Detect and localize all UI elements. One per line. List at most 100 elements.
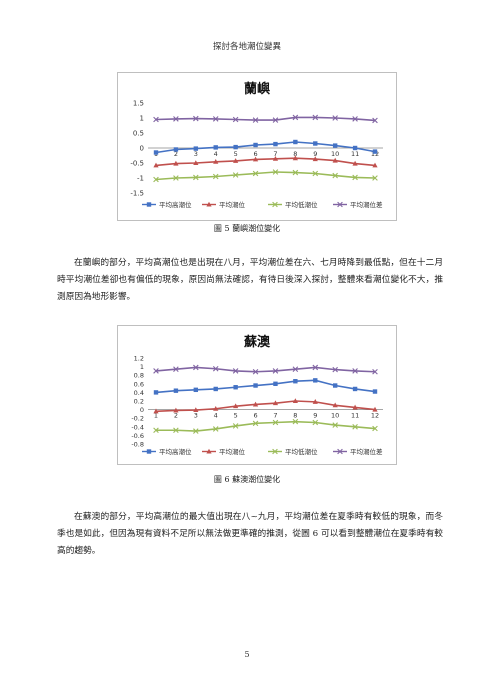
data-point [352,116,358,122]
data-point [153,162,159,168]
y-tick-label: 1 [140,115,144,123]
data-point [252,156,259,162]
legend-label: 平均高潮位 [159,200,192,209]
data-point [193,407,199,413]
x-tick-label: 9 [313,150,317,158]
data-point [173,366,179,372]
figure-5-caption: 圖 5 蘭嶼潮位變化 [213,224,281,233]
data-point [232,172,239,178]
data-point [312,170,319,177]
data-point [153,368,159,374]
data-point [233,144,238,150]
x-tick-label: 9 [313,412,317,420]
data-point [352,160,358,166]
data-point [173,427,179,434]
legend-label: 平均潮位差 [350,447,383,456]
y-tick-label: -0.6 [131,432,144,440]
data-point [332,402,338,408]
data-point [372,425,378,432]
x-tick-label: 2 [174,412,178,420]
data-point [332,383,338,388]
data-point [173,407,179,413]
series-line [155,157,376,167]
paragraph-lanyu-text: 在蘭嶼的部分，平均高潮位也是出現在八月，平均潮位差在六、七月時降到最低點，但在十… [57,258,443,302]
x-tick-label: 12 [371,412,379,420]
data-point [153,176,159,183]
series-3 [153,169,378,183]
x-tick-label: 3 [194,150,198,158]
data-point [173,388,179,393]
paragraph-suao-text: 在蘇澳的部分，平均高潮位的最大值出現在八~九月，平均潮位差在夏季時有較低的現象，… [57,512,443,556]
chart-title: 蘇澳 [243,334,271,350]
data-point [332,172,338,179]
data-point [352,404,358,410]
series-4 [153,364,378,375]
data-point [213,386,218,392]
data-point [273,141,278,147]
data-point [213,405,219,411]
chart-suao: 蘇澳 1.2 1 0.8 0.6 0.4 0.2 0 -0.2 -0.4 -0.6 -0.8 1 2 3 4 5… [117,325,397,465]
data-point [292,366,299,372]
chart-title: 蘭嶼 [244,81,270,97]
paragraph-lanyu: 在蘭嶼的部分，平均高潮位也是出現在八月，平均潮位差在六、七月時降到最低點，但在十… [57,255,443,306]
x-tick-label: 6 [253,412,257,420]
legend-item: 平均低潮位 [268,447,318,456]
series-line [155,116,376,122]
data-point [272,117,279,123]
x-tick-label: 6 [253,150,257,158]
data-point [252,420,259,427]
data-point [193,428,199,434]
legend-label: 平均潮位 [219,447,246,456]
data-point [312,156,318,162]
series-line [155,379,376,394]
data-point [193,174,199,181]
data-point [332,143,338,148]
y-tick-label: -0.4 [131,423,144,431]
x-tick-label: 8 [293,150,297,158]
data-point [193,364,199,371]
data-point [272,400,279,406]
legend-label: 平均潮位 [219,200,246,209]
y-tick-label: 1.5 [133,100,144,108]
page-number: 5 [244,650,250,659]
data-point [252,117,259,123]
data-point [272,156,279,161]
page-header: 探討各地潮位變異 [212,42,281,52]
data-point [293,139,298,145]
series-line [155,171,376,181]
data-point [312,364,319,371]
data-point [292,114,299,121]
x-tick-label: 7 [273,412,277,420]
data-point [272,419,279,426]
legend-label: 平均潮位差 [350,200,383,209]
data-point [173,147,179,152]
x-tick-label: 2 [174,150,178,158]
data-point [313,378,318,383]
data-point [232,368,239,374]
y-tick-label: 0.6 [134,380,144,388]
series-line [155,366,376,373]
data-point [252,368,259,375]
paragraph-suao: 在蘇澳的部分，平均高潮位的最大值出現在八~九月，平均潮位差在夏季時有較低的現象，… [57,509,443,560]
data-point [272,201,278,208]
y-tick-label: 0.5 [133,130,144,138]
data-point [372,175,378,181]
data-point [193,146,199,151]
y-tick-label: 1.2 [134,355,144,363]
data-point [352,368,358,374]
series-line [156,420,376,432]
data-point [272,448,278,455]
x-tick-label: 5 [234,150,238,158]
legend-item: 平均低潮位 [268,200,318,209]
data-point [372,389,378,394]
data-point [273,381,278,386]
data-point [173,175,179,181]
y-tick-label: -1 [137,175,144,183]
data-point [212,426,219,432]
series-1 [153,378,378,395]
data-point [193,387,199,393]
legend-label: 平均低潮位 [285,447,318,456]
data-point [352,174,358,181]
data-point [312,419,319,426]
series-1 [153,139,378,155]
